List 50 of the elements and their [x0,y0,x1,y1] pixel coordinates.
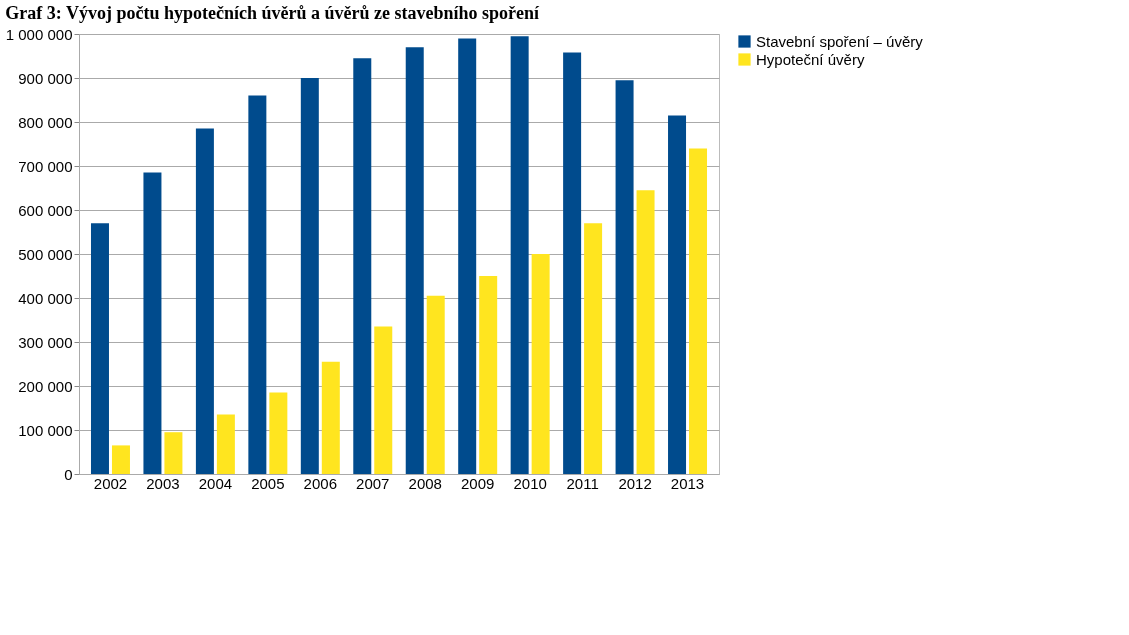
bar [668,115,687,474]
chart-title: Graf 3: Vývoj počtu hypotečních úvěrů a úvěrů ze stavebního spoření [5,3,540,23]
bar [321,361,340,474]
x-tick-label: 2013 [670,474,705,492]
y-tick-label: 600 000 [18,201,73,219]
bar [636,190,655,474]
bar [584,223,603,474]
bar [195,128,214,474]
y-tick-label: 400 000 [18,289,73,307]
x-tick-label: 2005 [251,474,285,492]
x-tick-label: 2004 [198,474,233,492]
y-tick-label: 1 000 000 [5,25,73,43]
bar [510,36,529,474]
x-tick-label: 2010 [513,474,547,492]
y-tick-label: 800 000 [18,113,73,131]
bar [374,326,393,474]
x-tick-label: 2008 [408,474,442,492]
bar [531,254,550,474]
bar [689,148,708,474]
x-tick-label: 2007 [356,474,390,492]
bar [300,78,319,474]
x-tick-label: 2002 [93,474,128,492]
y-tick-label: 500 000 [18,245,73,263]
bar [563,52,582,474]
bar [458,38,477,474]
bar [111,445,130,474]
x-tick-label: 2009 [461,474,495,492]
bar [164,432,183,474]
bar [353,58,372,474]
x-tick-label: 2012 [618,474,652,492]
bar [143,172,162,474]
y-tick-label: 700 000 [18,157,73,175]
y-tick-label: 900 000 [18,69,73,87]
legend-label: Hypoteční úvěry [756,50,865,68]
y-tick-label: 100 000 [18,421,73,439]
y-tick-label: 300 000 [18,333,73,351]
bar [90,223,109,474]
bar [269,392,288,474]
x-tick-label: 2011 [566,474,599,492]
bar [479,276,498,474]
bar [426,295,445,474]
x-tick-label: 2006 [303,474,337,492]
x-tick-label: 2003 [146,474,180,492]
y-tick-label: 0 [64,465,73,483]
bar [216,414,235,474]
bar [405,47,424,474]
legend-label: Stavební spoření – úvěry [756,32,924,50]
bar [248,95,267,474]
bar [615,80,634,474]
y-tick-label: 200 000 [18,377,73,395]
